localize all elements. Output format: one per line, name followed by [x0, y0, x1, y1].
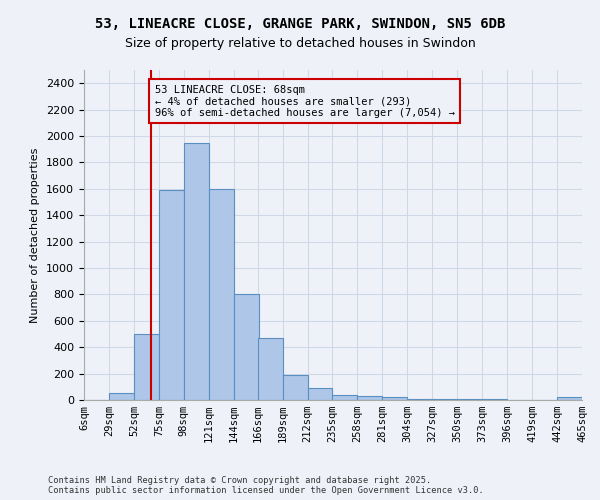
Bar — [407, 398, 432, 400]
Text: 53 LINEACRE CLOSE: 68sqm
← 4% of detached houses are smaller (293)
96% of semi-d: 53 LINEACRE CLOSE: 68sqm ← 4% of detache… — [155, 84, 455, 117]
Bar — [234, 294, 259, 400]
Bar — [557, 398, 582, 400]
Bar — [432, 398, 457, 400]
Text: Size of property relative to detached houses in Swindon: Size of property relative to detached ho… — [125, 38, 475, 51]
Bar — [134, 334, 159, 400]
Bar — [109, 392, 134, 400]
Bar — [382, 398, 407, 400]
Bar — [457, 398, 482, 400]
Bar — [257, 338, 283, 400]
Text: Contains HM Land Registry data © Crown copyright and database right 2025.
Contai: Contains HM Land Registry data © Crown c… — [48, 476, 484, 495]
Bar — [332, 394, 358, 400]
Text: 53, LINEACRE CLOSE, GRANGE PARK, SWINDON, SN5 6DB: 53, LINEACRE CLOSE, GRANGE PARK, SWINDON… — [95, 18, 505, 32]
Bar — [159, 190, 184, 400]
Bar — [358, 396, 382, 400]
Bar — [308, 388, 332, 400]
Y-axis label: Number of detached properties: Number of detached properties — [31, 148, 40, 322]
Bar — [283, 375, 308, 400]
Bar — [209, 189, 234, 400]
Bar — [184, 142, 209, 400]
